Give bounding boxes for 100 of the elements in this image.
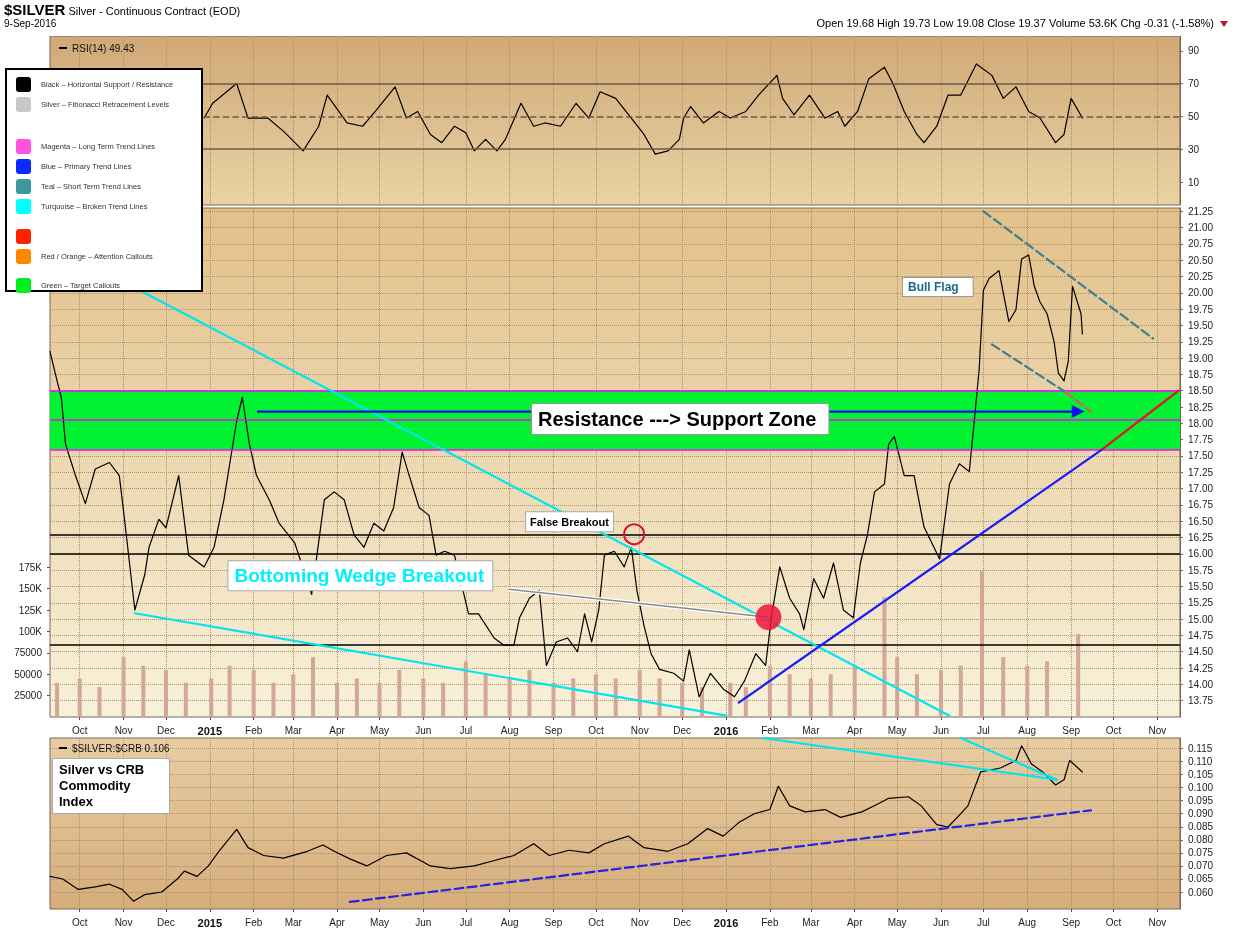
x-tick-label: Nov [1148, 724, 1167, 736]
x-tick-label: Nov [114, 724, 133, 736]
x-tick-label: Dec [157, 916, 175, 928]
x-tick-label: Nov [630, 916, 649, 928]
x-tick-label: Apr [846, 916, 864, 928]
y-tick-label: 0.095 [1188, 795, 1214, 807]
x-tick-label: Dec [157, 724, 175, 736]
x-tick-label: Oct [588, 724, 604, 736]
y-tick-label: 90 [1188, 45, 1200, 57]
chart-subtitle: 9-Sep-2016 [4, 18, 57, 29]
y-tick-label: 0.085 [1188, 821, 1214, 833]
y2-tick-label: 125K [18, 604, 43, 616]
y-tick-label: 14.75 [1188, 629, 1214, 641]
y-tick-label: 0.065 [1188, 873, 1214, 885]
x-tick-label: Jun [415, 724, 432, 736]
legend-label: RSI(14) 49.43 [72, 42, 135, 54]
x-tick-label: 2016 [713, 916, 739, 928]
x-tick-label: Sep [1062, 916, 1081, 928]
x-tick-label: Oct [71, 916, 88, 928]
x-tick-label: Jul [459, 724, 473, 736]
y-tick-label: 0.105 [1188, 769, 1214, 781]
x-tick-label: Jul [459, 916, 473, 928]
y-tick-label: 15.50 [1188, 580, 1214, 592]
x-tick-label: Jun [415, 916, 432, 928]
y-tick-label: 18.50 [1188, 385, 1214, 397]
x-tick-label: Oct [1105, 724, 1122, 736]
x-tick-label: May [370, 724, 389, 736]
y-tick-label: 14.50 [1188, 646, 1214, 658]
y-tick-label: 10 [1188, 176, 1200, 188]
x-tick-label: Feb [761, 916, 779, 928]
y-tick-label: 16.00 [1188, 548, 1214, 560]
y-tick-label: 17.50 [1188, 450, 1214, 462]
y-tick-label: 19.75 [1188, 303, 1214, 315]
x-tick-label: Dec [673, 724, 692, 736]
x-tick-label: May [370, 916, 389, 928]
y-tick-label: 14.25 [1188, 662, 1214, 674]
y2-tick-label: 50000 [14, 668, 43, 680]
x-tick-label: Mar [802, 724, 821, 736]
x-tick-label: Apr [329, 724, 346, 736]
y-tick-label: 70 [1188, 78, 1200, 90]
y-tick-label: 0.060 [1188, 886, 1214, 898]
x-tick-label: Apr [846, 724, 864, 736]
y-tick-label: 18.25 [1188, 401, 1214, 413]
annotation: Bull Flag [908, 280, 959, 294]
x-tick-label: Aug [1018, 916, 1037, 928]
y-tick-label: 50 [1188, 110, 1200, 122]
y-tick-label: 0.075 [1188, 847, 1214, 859]
x-tick-label: Dec [673, 916, 692, 928]
text: Open 19.68 High 19.73 Low 19.08 Close 19.37 Volume 53.6K Chg -0.31 (-1.58%) [816, 17, 1214, 29]
y-tick-label: 17.00 [1188, 483, 1214, 495]
x-tick-label: Mar [284, 724, 303, 736]
y-tick-label: 13.75 [1188, 695, 1214, 707]
x-tick-label: Oct [588, 916, 604, 928]
y-tick-label: 15.00 [1188, 613, 1214, 625]
y2-tick-label: 100K [18, 625, 43, 637]
x-tick-label: Mar [802, 916, 821, 928]
x-tick-label: Nov [114, 916, 133, 928]
x-tick-label: 2015 [197, 916, 223, 928]
y-tick-label: 19.00 [1188, 352, 1214, 364]
x-tick-label: Mar [284, 916, 303, 928]
chart-title: $SILVER Silver - Continuous Contract (EOD) [4, 1, 241, 18]
y-tick-label: 0.100 [1188, 782, 1214, 794]
x-tick-label: Jul [977, 916, 990, 928]
x-tick-label: Nov [1148, 916, 1167, 928]
x-tick-label: Sep [544, 916, 563, 928]
x-tick-label: Apr [329, 916, 346, 928]
y-tick-label: 19.25 [1188, 336, 1214, 348]
y-tick-label: 16.75 [1188, 499, 1214, 511]
y-tick-label: 15.25 [1188, 597, 1214, 609]
x-tick-label: Feb [245, 916, 263, 928]
x-tick-label: Oct [71, 724, 88, 736]
x-tick-label: May [887, 916, 907, 928]
y-tick-label: 21.00 [1188, 222, 1214, 234]
y-tick-label: 16.25 [1188, 532, 1214, 544]
annotation: False Breakout [530, 515, 610, 528]
annotation: Bottoming Wedge Breakout [234, 565, 485, 587]
y-tick-label: 0.070 [1188, 860, 1214, 872]
y2-tick-label: 175K [18, 561, 43, 573]
y-tick-label: 0.080 [1188, 834, 1214, 846]
y2-tick-label: 75000 [14, 647, 43, 659]
y-tick-label: 21.25 [1188, 205, 1214, 217]
x-tick-label: May [887, 724, 907, 736]
y2-tick-label: 150K [18, 583, 43, 595]
y-tick-label: 19.50 [1188, 319, 1214, 331]
x-tick-label: 2016 [713, 724, 739, 737]
y-tick-label: 18.00 [1188, 417, 1214, 429]
y-tick-label: 0.090 [1188, 808, 1214, 820]
x-tick-label: Feb [245, 724, 263, 736]
annotation: Resistance ---> Support Zone [538, 408, 817, 430]
x-tick-label: Jun [932, 724, 950, 736]
x-tick-label: Aug [500, 724, 519, 736]
x-tick-label: Nov [630, 724, 649, 736]
y-tick-label: 20.75 [1188, 238, 1214, 250]
y-tick-label: 17.25 [1188, 466, 1214, 478]
y-tick-label: 14.00 [1188, 678, 1214, 690]
x-tick-label: Sep [1062, 724, 1081, 736]
x-tick-label: 2015 [197, 724, 223, 737]
y-tick-label: 15.75 [1188, 564, 1214, 576]
y-tick-label: 30 [1188, 143, 1200, 155]
y-tick-label: 20.00 [1188, 287, 1214, 299]
